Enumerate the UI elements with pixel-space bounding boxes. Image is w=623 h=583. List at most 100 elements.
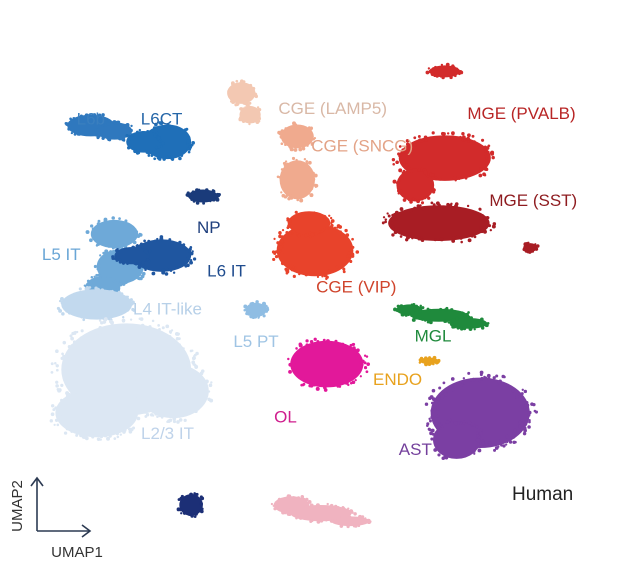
cluster-point [405, 238, 409, 242]
cluster-point [96, 334, 100, 337]
cluster-point [443, 392, 448, 397]
cluster-point [477, 448, 482, 453]
cluster-point [479, 428, 483, 432]
cluster-point [351, 380, 356, 385]
cluster-point [280, 251, 284, 255]
cluster-point [484, 323, 489, 327]
cluster-point [333, 226, 337, 230]
cluster-point [133, 262, 137, 265]
cluster-point [450, 308, 454, 312]
cluster-point [290, 268, 294, 272]
cluster-point [475, 438, 480, 443]
cluster-point [445, 320, 448, 323]
cluster-point [484, 218, 488, 223]
cluster-point [424, 362, 429, 367]
cluster-point [280, 182, 283, 185]
cluster-point [431, 362, 435, 366]
cluster-point [103, 251, 108, 256]
cluster-point [469, 378, 473, 382]
cluster-point [286, 268, 290, 273]
cluster-point [252, 120, 255, 124]
cluster-point [177, 412, 181, 416]
cluster-point [366, 518, 371, 523]
cluster-point [50, 371, 54, 374]
cluster-point [158, 139, 161, 143]
cluster-point [311, 171, 315, 176]
cluster-point [98, 316, 102, 320]
cluster-point [485, 443, 489, 447]
cluster-point [381, 221, 385, 225]
cluster-point [186, 410, 191, 414]
cluster-point [148, 405, 153, 410]
cluster-point [147, 154, 151, 157]
cluster-point [162, 334, 167, 339]
cluster-point [301, 147, 306, 151]
cluster-point [342, 263, 345, 267]
cluster-point [103, 219, 107, 222]
cluster-point [72, 351, 75, 355]
cluster-cge-sncg [276, 121, 319, 203]
cluster-point [466, 204, 470, 208]
cluster-point [351, 245, 355, 249]
cluster-point [463, 137, 467, 141]
cluster-point [321, 275, 324, 278]
cluster-point [405, 139, 410, 143]
cluster-point [242, 107, 246, 111]
cluster-point [427, 192, 431, 196]
cluster-point [135, 276, 139, 279]
cluster-label-endo: ENDO [373, 370, 422, 389]
cluster-blob [279, 160, 315, 200]
cluster-point [464, 316, 468, 321]
cluster-point [475, 446, 478, 450]
cluster-point [459, 135, 462, 139]
cluster-point [165, 324, 170, 329]
cluster-point [55, 384, 59, 388]
cluster-point [427, 67, 431, 70]
cluster-point [173, 419, 176, 422]
cluster-point [126, 262, 129, 266]
cluster-point [399, 235, 403, 238]
cluster-point [98, 264, 102, 268]
cluster-point [428, 356, 432, 360]
cluster-point [525, 403, 530, 408]
cluster-point [80, 329, 84, 333]
cluster-point [189, 258, 193, 262]
cluster-point [125, 424, 128, 427]
cluster-point [180, 363, 184, 367]
cluster-point [82, 336, 86, 340]
cluster-point [417, 237, 421, 241]
cluster-point [472, 449, 476, 453]
cluster-point [101, 113, 105, 117]
cluster-point [255, 120, 260, 125]
cluster-point [157, 144, 162, 149]
cluster-point [432, 67, 435, 70]
cluster-point [190, 514, 194, 518]
cluster-point [329, 503, 334, 508]
cluster-point [144, 268, 147, 272]
cluster-point [313, 232, 318, 236]
cluster-label-cge-sncg: CGE (SNCG) [311, 137, 413, 156]
cluster-point [174, 413, 178, 417]
cluster-point [327, 269, 331, 273]
cluster-point [313, 136, 317, 140]
cluster-point [193, 515, 197, 519]
cluster-point [151, 319, 155, 323]
cluster-point [52, 408, 56, 412]
cluster-point [178, 352, 183, 357]
cluster-point [199, 509, 204, 514]
cluster-point [249, 83, 253, 88]
cluster-point [428, 69, 433, 74]
cluster-point [400, 312, 405, 317]
cluster-cge-vip [271, 210, 360, 281]
cluster-point [62, 422, 66, 426]
cluster-point [284, 143, 287, 147]
cluster-point [304, 273, 308, 277]
cluster-point [341, 506, 346, 511]
cluster-point [292, 121, 296, 126]
cluster-point [282, 185, 286, 189]
cluster-point [120, 243, 124, 248]
cluster-point [349, 259, 353, 263]
cluster-mgl [393, 303, 490, 331]
cluster-point [467, 311, 470, 314]
cluster-point [244, 106, 247, 109]
